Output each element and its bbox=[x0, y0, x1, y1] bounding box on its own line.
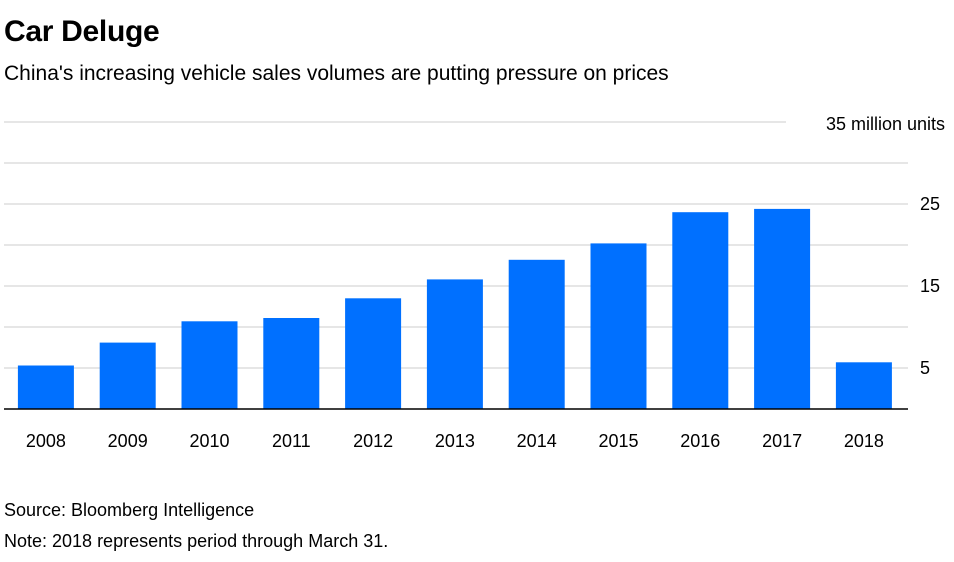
y-tick-labels: 5 15 25 bbox=[920, 194, 940, 378]
x-tick-2016: 2016 bbox=[680, 431, 720, 451]
y-tick-25: 25 bbox=[920, 194, 940, 214]
bar-2015 bbox=[590, 243, 647, 409]
bar-2016 bbox=[672, 212, 729, 409]
bar-2008 bbox=[17, 365, 74, 409]
bar-2009 bbox=[99, 342, 156, 409]
bar-2010 bbox=[181, 321, 238, 409]
bar-2018 bbox=[835, 362, 892, 409]
source-note: Source: Bloomberg Intelligence bbox=[4, 500, 255, 520]
chart-subtitle: China's increasing vehicle sales volumes… bbox=[4, 62, 669, 85]
period-note: Note: 2018 represents period through Mar… bbox=[4, 531, 389, 551]
x-tick-2018: 2018 bbox=[844, 431, 884, 451]
bar-2013 bbox=[426, 279, 483, 409]
x-tick-2009: 2009 bbox=[108, 431, 148, 451]
x-tick-labels: 2008 2009 2010 2011 2012 2013 2014 2015 2016 2017… bbox=[26, 431, 884, 451]
x-tick-2015: 2015 bbox=[598, 431, 638, 451]
bar-2011 bbox=[263, 318, 320, 409]
x-tick-2011: 2011 bbox=[272, 431, 311, 451]
y-tick-15: 15 bbox=[920, 276, 940, 296]
x-tick-2010: 2010 bbox=[189, 431, 229, 451]
bars bbox=[17, 208, 892, 409]
unit-label: 35 million units bbox=[826, 114, 945, 134]
x-tick-2012: 2012 bbox=[353, 431, 393, 451]
bar-2014 bbox=[508, 259, 565, 409]
x-tick-2017: 2017 bbox=[762, 431, 802, 451]
bar-2012 bbox=[345, 298, 402, 409]
chart-title: Car Deluge bbox=[4, 15, 160, 48]
x-tick-2008: 2008 bbox=[26, 431, 66, 451]
y-tick-5: 5 bbox=[920, 358, 930, 378]
bar-2017 bbox=[754, 208, 811, 409]
x-tick-2014: 2014 bbox=[517, 431, 557, 451]
x-tick-2013: 2013 bbox=[435, 431, 475, 451]
